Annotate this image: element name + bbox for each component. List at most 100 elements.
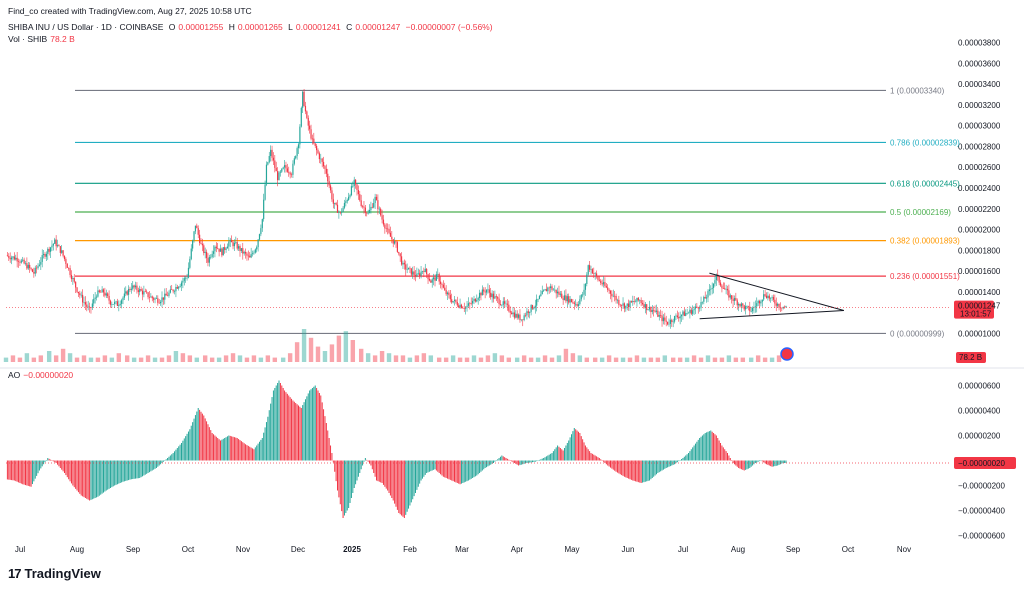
candle-body — [306, 111, 308, 118]
ao-bar — [728, 455, 730, 461]
volume-bar — [677, 357, 683, 362]
candle-body — [622, 303, 624, 306]
candle-body — [597, 276, 599, 280]
fib-level-label: 0 (0.00000999) — [890, 329, 945, 338]
ao-bar — [313, 386, 315, 461]
ao-bar — [586, 447, 588, 461]
candle-body — [639, 300, 641, 301]
ao-bar — [259, 441, 260, 461]
ao-bar — [657, 460, 659, 473]
ao-bar — [165, 459, 167, 461]
ao-bar — [639, 460, 641, 483]
candle-body — [612, 295, 614, 297]
candle-body — [336, 204, 339, 213]
volume-bar — [187, 355, 193, 362]
ao-bar — [650, 460, 652, 480]
candle-body — [260, 228, 262, 235]
candle-body — [207, 258, 209, 263]
ao-bar — [523, 460, 525, 464]
ao-bar — [157, 460, 159, 467]
volume-bar — [109, 357, 115, 362]
candle-body — [30, 268, 32, 270]
volume-bar — [216, 357, 222, 362]
candle-body — [105, 293, 107, 296]
candle-body — [62, 250, 64, 256]
volume-bar — [265, 355, 271, 362]
volume-bar — [577, 355, 583, 362]
ao-bar — [410, 460, 412, 503]
ao-bar — [674, 460, 676, 465]
ao-bar — [490, 460, 492, 465]
ao-bar — [380, 460, 382, 483]
candle-body — [641, 302, 644, 305]
candle-body — [327, 173, 329, 182]
volume-bar — [776, 355, 782, 362]
candle-body — [282, 167, 284, 169]
ao-bar — [52, 460, 54, 462]
candle-body — [554, 289, 556, 291]
ao-bar — [316, 388, 318, 461]
ao-bar — [466, 460, 468, 482]
candle-body — [696, 306, 698, 308]
candle-body — [664, 317, 666, 321]
ao-bar — [717, 438, 719, 461]
volume-label[interactable]: Vol · SHIB — [8, 34, 48, 44]
candle-body — [421, 271, 424, 272]
ao-bar — [454, 460, 455, 482]
volume-bar — [159, 357, 165, 362]
ao-bar — [274, 388, 276, 461]
ao-bar — [676, 460, 678, 463]
candle-body — [541, 290, 543, 295]
candle-body — [265, 164, 268, 185]
ao-bar — [154, 460, 156, 469]
candle-body — [470, 303, 472, 304]
candle-body — [116, 301, 119, 306]
ao-bar — [161, 460, 163, 463]
time-axis-tick: Aug — [731, 545, 745, 554]
ao-bar — [330, 445, 332, 461]
candle-body — [522, 319, 524, 321]
ao-bar — [564, 448, 566, 461]
price-axis-tick: 0.00001000 — [958, 329, 1001, 338]
candle-body — [632, 300, 634, 303]
candle-body — [249, 255, 251, 258]
ao-bar — [480, 460, 482, 472]
candle-body — [55, 239, 57, 247]
ao-bar — [675, 460, 677, 464]
candle-body — [699, 307, 701, 309]
candle-body — [576, 303, 578, 306]
candle-body — [51, 245, 53, 248]
candle-body — [254, 249, 256, 253]
ao-bar — [534, 460, 536, 462]
ao-bar — [211, 433, 213, 461]
ao-label[interactable]: AO — [8, 370, 21, 380]
candle-body — [509, 310, 511, 313]
ao-bar — [763, 460, 765, 463]
candle-body — [438, 274, 440, 282]
triangle-lower-line — [699, 309, 844, 320]
symbol-name[interactable]: SHIBA INU / US Dollar · 1D · COINBASE — [8, 22, 164, 32]
ao-bar — [484, 460, 486, 468]
candle-body — [433, 277, 435, 280]
candle-body — [70, 274, 73, 280]
ao-bar — [685, 455, 687, 461]
ao-bar — [683, 456, 685, 461]
ao-bar — [33, 460, 35, 482]
ao-bar — [605, 460, 607, 465]
ao-bar — [423, 460, 425, 477]
ao-bar — [505, 458, 507, 461]
candle-body — [31, 269, 34, 272]
candle-body — [97, 290, 99, 297]
candle-body — [240, 248, 242, 252]
candle-body — [267, 162, 269, 165]
candle-body — [775, 303, 777, 306]
candle-body — [654, 310, 656, 312]
candle-body — [575, 303, 577, 305]
ao-bar — [243, 443, 245, 461]
candle-body — [650, 306, 652, 313]
ao-bar — [254, 447, 256, 461]
ao-bar — [427, 460, 429, 473]
candle-body — [15, 257, 17, 260]
volume-bar — [145, 355, 151, 362]
